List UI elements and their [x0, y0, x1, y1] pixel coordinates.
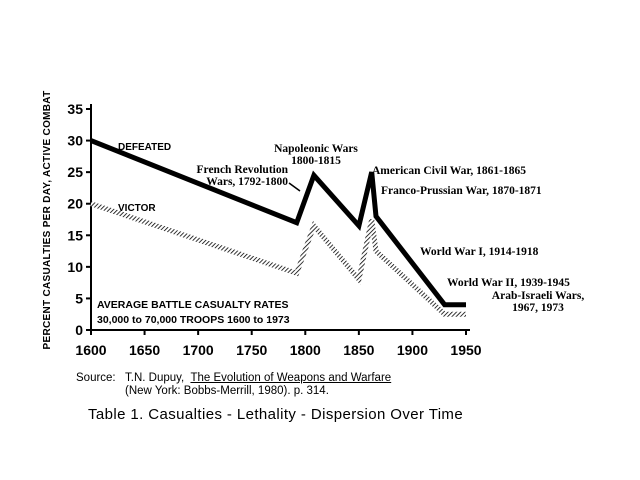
- source-publisher: (New York: Bobbs-Merrill, 1980). p. 314.: [125, 385, 329, 397]
- y-tick-label: 15: [67, 227, 83, 243]
- x-tick-label: 1850: [343, 342, 374, 358]
- x-tick-label: 1700: [183, 342, 214, 358]
- annotation-arab: Arab-Israeli Wars,: [492, 290, 585, 302]
- x-tick-label: 1800: [290, 342, 321, 358]
- annotation-ww2: World War II, 1939-1945: [447, 277, 570, 289]
- source-citation: Source: T.N. Dupuy, The Evolution of Wea…: [76, 372, 391, 398]
- series-label-victor: VICTOR: [118, 203, 156, 214]
- source-author: T.N. Dupuy,: [125, 372, 185, 384]
- y-tick-label: 35: [67, 101, 83, 117]
- annotation-french: Wars, 1792-1800: [206, 176, 288, 188]
- annotation-franco: Franco-Prussian War, 1870-1871: [381, 185, 542, 197]
- annotation-ww1: World War I, 1914-1918: [420, 246, 539, 258]
- source-prefix: Source:: [76, 372, 116, 384]
- annotation-acw: American Civil War, 1861-1865: [372, 165, 526, 177]
- y-tick-label: 0: [75, 322, 83, 338]
- annotation-leader-french: [288, 182, 301, 192]
- series-line-victor: [90, 201, 466, 317]
- y-tick-label: 30: [67, 133, 83, 149]
- note-line-1: AVERAGE BATTLE CASUALTY RATES: [97, 299, 289, 311]
- x-tick-label: 1900: [397, 342, 428, 358]
- x-tick-label: 1650: [129, 342, 160, 358]
- annotation-napoleonic: Napoleonic Wars: [274, 143, 358, 155]
- figure-caption: Table 1. Casualties - Lethality - Disper…: [88, 406, 464, 423]
- series-line-defeated: [90, 138, 466, 308]
- note-line-2: 30,000 to 70,000 TROOPS 1600 to 1973: [97, 314, 290, 326]
- y-tick-label: 20: [67, 196, 83, 212]
- x-tick-label: 1950: [450, 342, 481, 358]
- annotation-french: French Revolution: [197, 164, 289, 176]
- x-tick-label: 1600: [75, 342, 106, 358]
- y-tick-label: 25: [67, 164, 83, 180]
- y-axis-title: PERCENT CASUALTIES PER DAY, ACTIVE COMBA…: [42, 91, 53, 350]
- y-tick-label: 5: [75, 290, 83, 306]
- source-book-title: The Evolution of Weapons and Warfare: [190, 372, 392, 384]
- series-label-defeated: DEFEATED: [118, 142, 171, 153]
- x-tick-label: 1750: [236, 342, 267, 358]
- y-tick-label: 10: [67, 259, 83, 275]
- annotation-napoleonic: 1800-1815: [291, 155, 341, 167]
- casualty-chart: 0 5 10 15 20 25 30 35 1600 1650 1700 1750 1800 1850 19…: [42, 91, 585, 359]
- annotation-arab: 1967, 1973: [512, 302, 564, 314]
